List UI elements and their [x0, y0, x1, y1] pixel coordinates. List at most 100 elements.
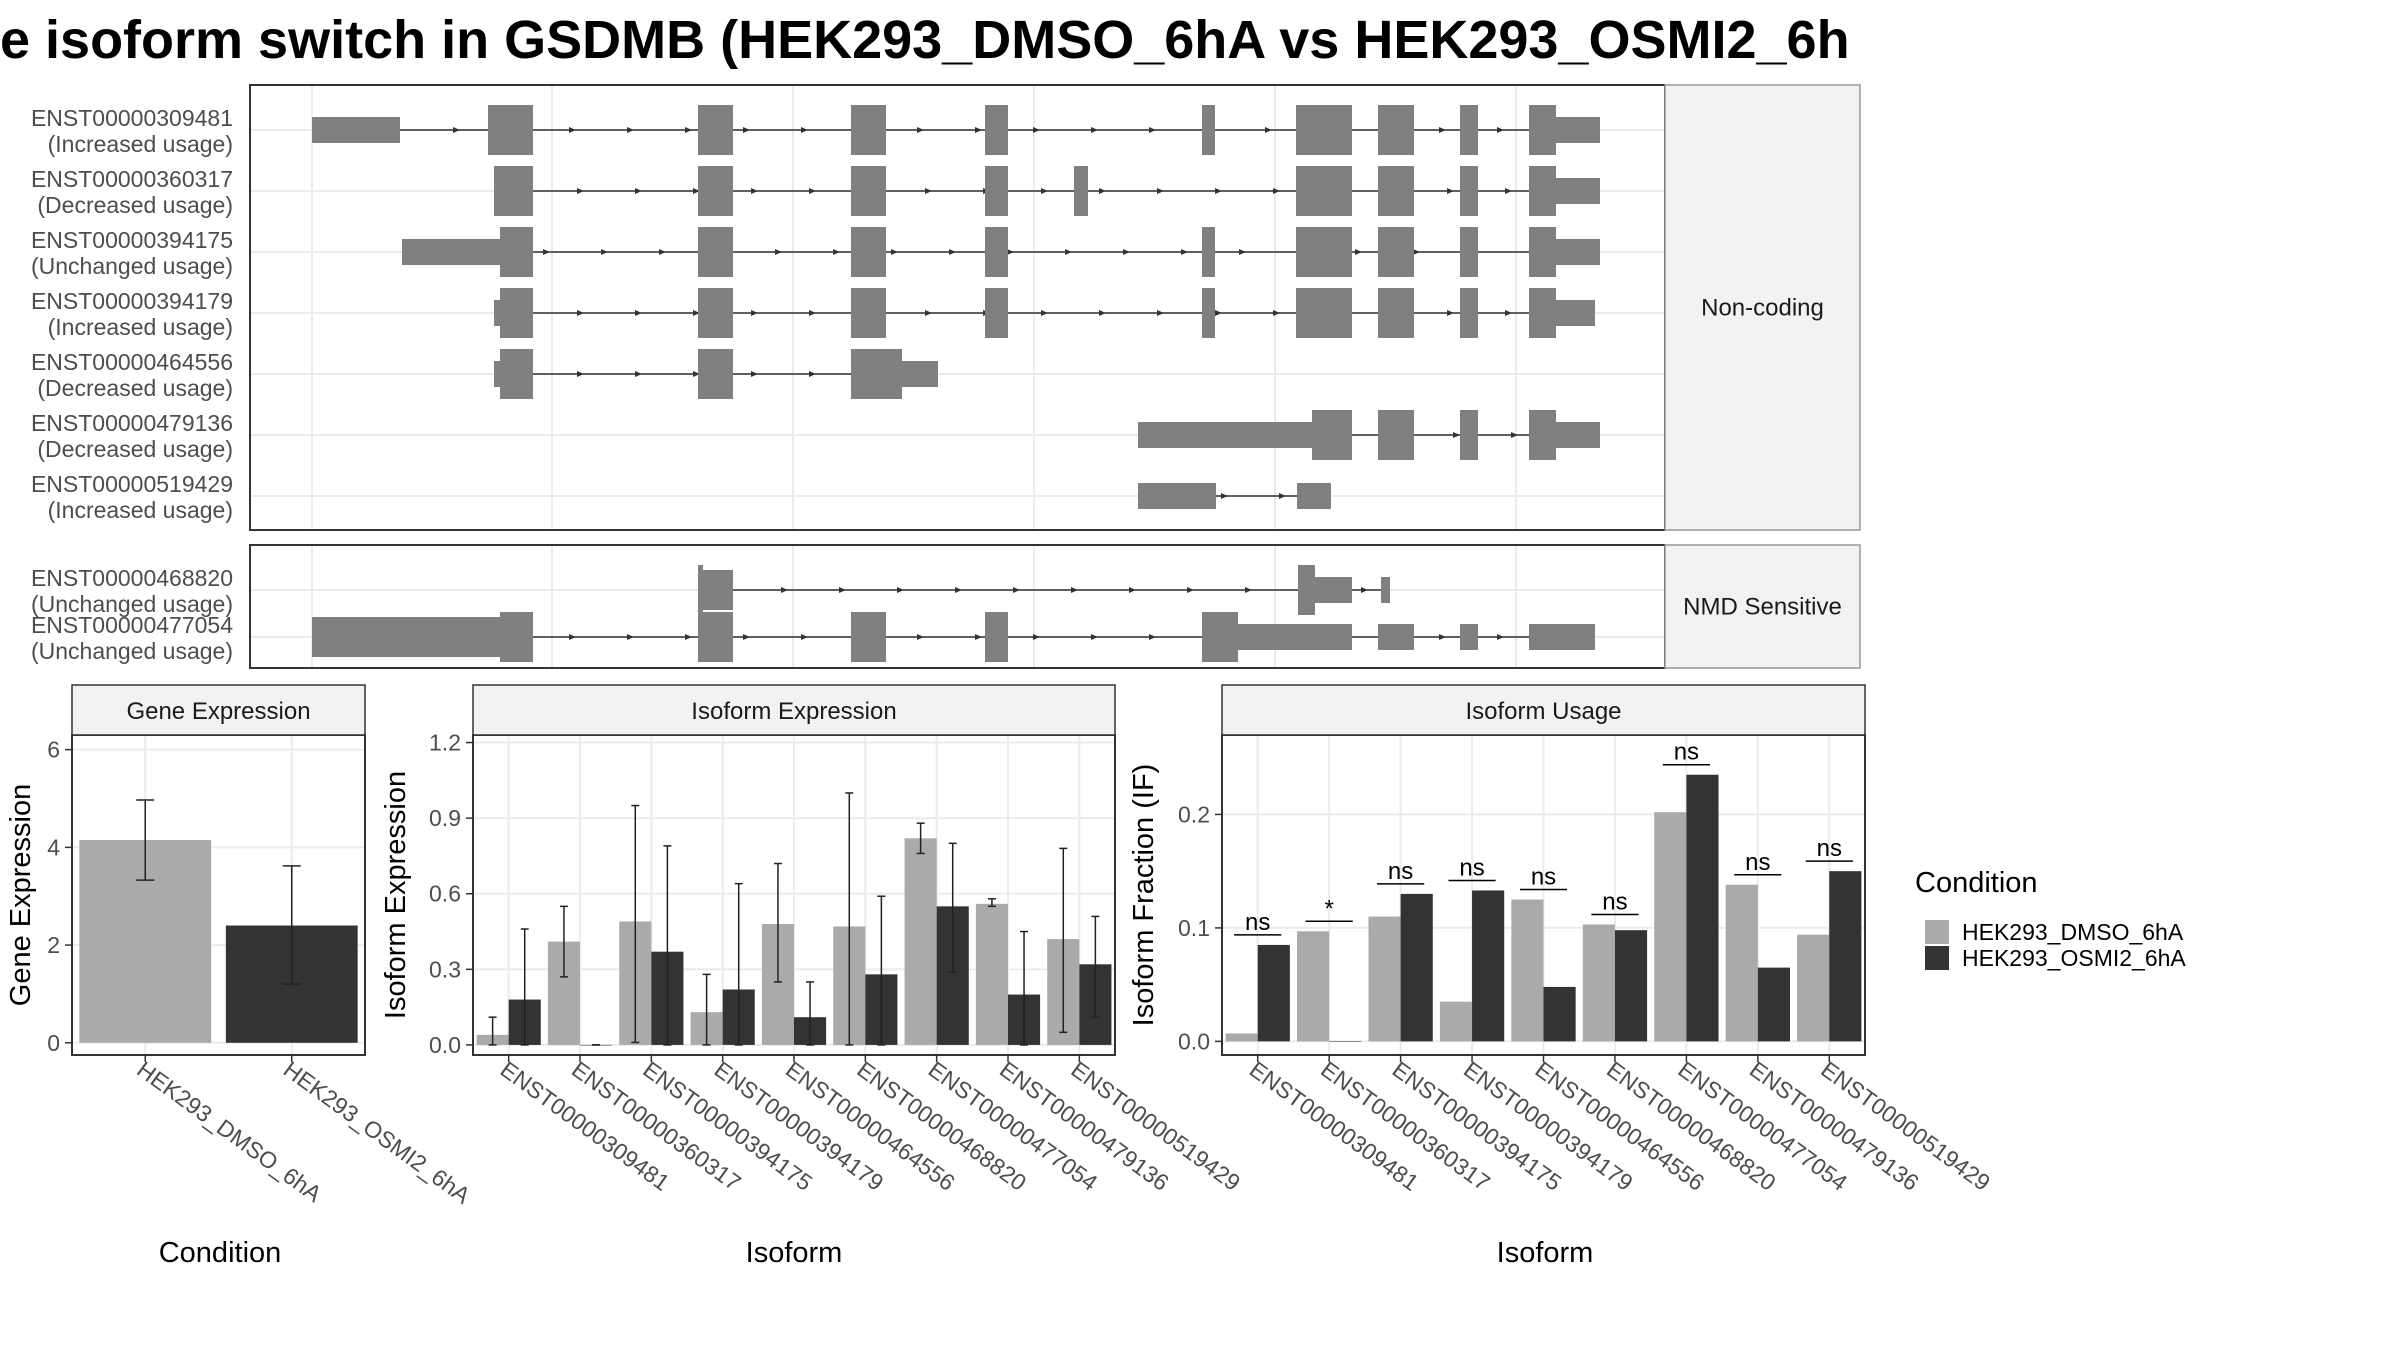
- strand-arrow: [1099, 310, 1106, 316]
- strand-arrow: [925, 188, 932, 194]
- strand-arrow: [809, 310, 816, 316]
- significance-label: *: [1324, 895, 1333, 922]
- strand-arrow: [801, 127, 808, 133]
- exon-block: [851, 227, 886, 277]
- strand-arrow: [1007, 249, 1014, 255]
- exon-block: [488, 105, 533, 155]
- strand-arrow: [809, 371, 816, 377]
- y-tick-label: 0.0: [429, 1032, 461, 1058]
- strand-arrow: [1187, 587, 1194, 593]
- strand-arrow: [775, 249, 782, 255]
- y-tick-label: 0.6: [429, 881, 461, 907]
- strand-arrow: [1413, 249, 1420, 255]
- x-axis-title: Condition: [159, 1237, 282, 1269]
- exon-block: [1460, 105, 1478, 155]
- strand-arrow: [1265, 127, 1272, 133]
- exon-block: [1529, 410, 1556, 460]
- exon-block: [1074, 166, 1088, 216]
- strand-arrow: [781, 587, 788, 593]
- exon-block: [851, 105, 886, 155]
- significance-label: ns: [1245, 909, 1270, 936]
- exon-block: [1556, 239, 1600, 265]
- strand-arrow: [1215, 310, 1222, 316]
- exon-block: [1529, 166, 1556, 216]
- strand-arrow: [685, 634, 692, 640]
- exon-block: [1378, 105, 1414, 155]
- bar: [1582, 924, 1615, 1042]
- exon-block: [1460, 410, 1478, 460]
- y-tick-label: 2: [47, 932, 60, 958]
- strand-arrow: [1273, 310, 1280, 316]
- y-tick-label: 0.1: [1178, 915, 1210, 941]
- bar: [1654, 812, 1687, 1042]
- exon-block: [985, 105, 1008, 155]
- y-axis-title: Gene Expression: [5, 784, 37, 1006]
- strand-arrow: [635, 188, 642, 194]
- bar: [1829, 871, 1862, 1042]
- structure-facet-background: [250, 85, 1665, 530]
- y-tick-label: 0.3: [429, 956, 461, 982]
- strand-arrow: [751, 310, 758, 316]
- bar: [1511, 899, 1544, 1042]
- strand-arrow: [1447, 188, 1454, 194]
- y-tick-label: 6: [47, 737, 60, 763]
- strand-arrow: [1497, 127, 1504, 133]
- significance-label: ns: [1602, 889, 1627, 916]
- strand-arrow: [1279, 493, 1286, 499]
- strand-arrow: [1215, 188, 1222, 194]
- exon-block: [1529, 227, 1556, 277]
- exon-block: [1381, 577, 1390, 603]
- strand-arrow: [809, 188, 816, 194]
- exon-block: [1296, 288, 1352, 338]
- bar: [1368, 916, 1401, 1042]
- y-tick-label: 4: [47, 834, 60, 860]
- chart-title-strip: [71, 684, 366, 736]
- strand-arrow: [693, 188, 700, 194]
- bar: [1329, 1041, 1362, 1042]
- bar: [1439, 1001, 1473, 1042]
- chart-title: Gene Expression: [126, 698, 310, 725]
- exon-block: [698, 166, 733, 216]
- exon-block: [500, 349, 533, 399]
- exon-block: [1202, 288, 1215, 338]
- exon-block: [500, 288, 533, 338]
- exon-block: [985, 227, 1008, 277]
- transcript-usage-label: (Unchanged usage): [31, 253, 233, 279]
- transcript-id-label: ENST00000468820: [31, 565, 233, 591]
- significance-label: ns: [1388, 858, 1413, 885]
- bar: [1472, 890, 1505, 1042]
- facet-strip-label: Non-coding: [1701, 295, 1824, 322]
- transcript-usage-label: (Decreased usage): [37, 192, 233, 218]
- strand-arrow: [839, 587, 846, 593]
- strand-arrow: [949, 249, 956, 255]
- exon-block: [1556, 422, 1600, 448]
- strand-arrow: [1149, 634, 1156, 640]
- transcript-id-label: ENST00000479136: [31, 410, 233, 436]
- exon-block: [494, 166, 533, 216]
- significance-label: ns: [1531, 864, 1556, 891]
- strand-arrow: [917, 127, 924, 133]
- y-tick-label: 0.0: [1178, 1028, 1210, 1054]
- x-axis-title: Isoform: [1497, 1237, 1594, 1269]
- exon-block: [500, 227, 533, 277]
- exon-block: [1312, 410, 1352, 460]
- exon-block: [1460, 227, 1478, 277]
- bar: [1757, 967, 1790, 1042]
- legend-key: [1925, 920, 1949, 944]
- chart-title-strip: [472, 684, 1116, 736]
- strand-arrow: [801, 634, 808, 640]
- transcript-usage-label: (Unchanged usage): [31, 591, 233, 617]
- strand-arrow: [1439, 634, 1446, 640]
- exon-block: [698, 227, 733, 277]
- transcript-usage-label: (Increased usage): [48, 131, 233, 157]
- transcript-usage-label: (Increased usage): [48, 314, 233, 340]
- strand-arrow: [743, 127, 750, 133]
- strand-arrow: [1071, 587, 1078, 593]
- strand-arrow: [1511, 432, 1518, 438]
- exon-block: [1378, 410, 1414, 460]
- exon-block: [698, 565, 703, 615]
- strand-arrow: [1355, 249, 1362, 255]
- bar: [1400, 893, 1433, 1042]
- exon-block: [402, 239, 500, 265]
- exon-block: [1238, 624, 1352, 650]
